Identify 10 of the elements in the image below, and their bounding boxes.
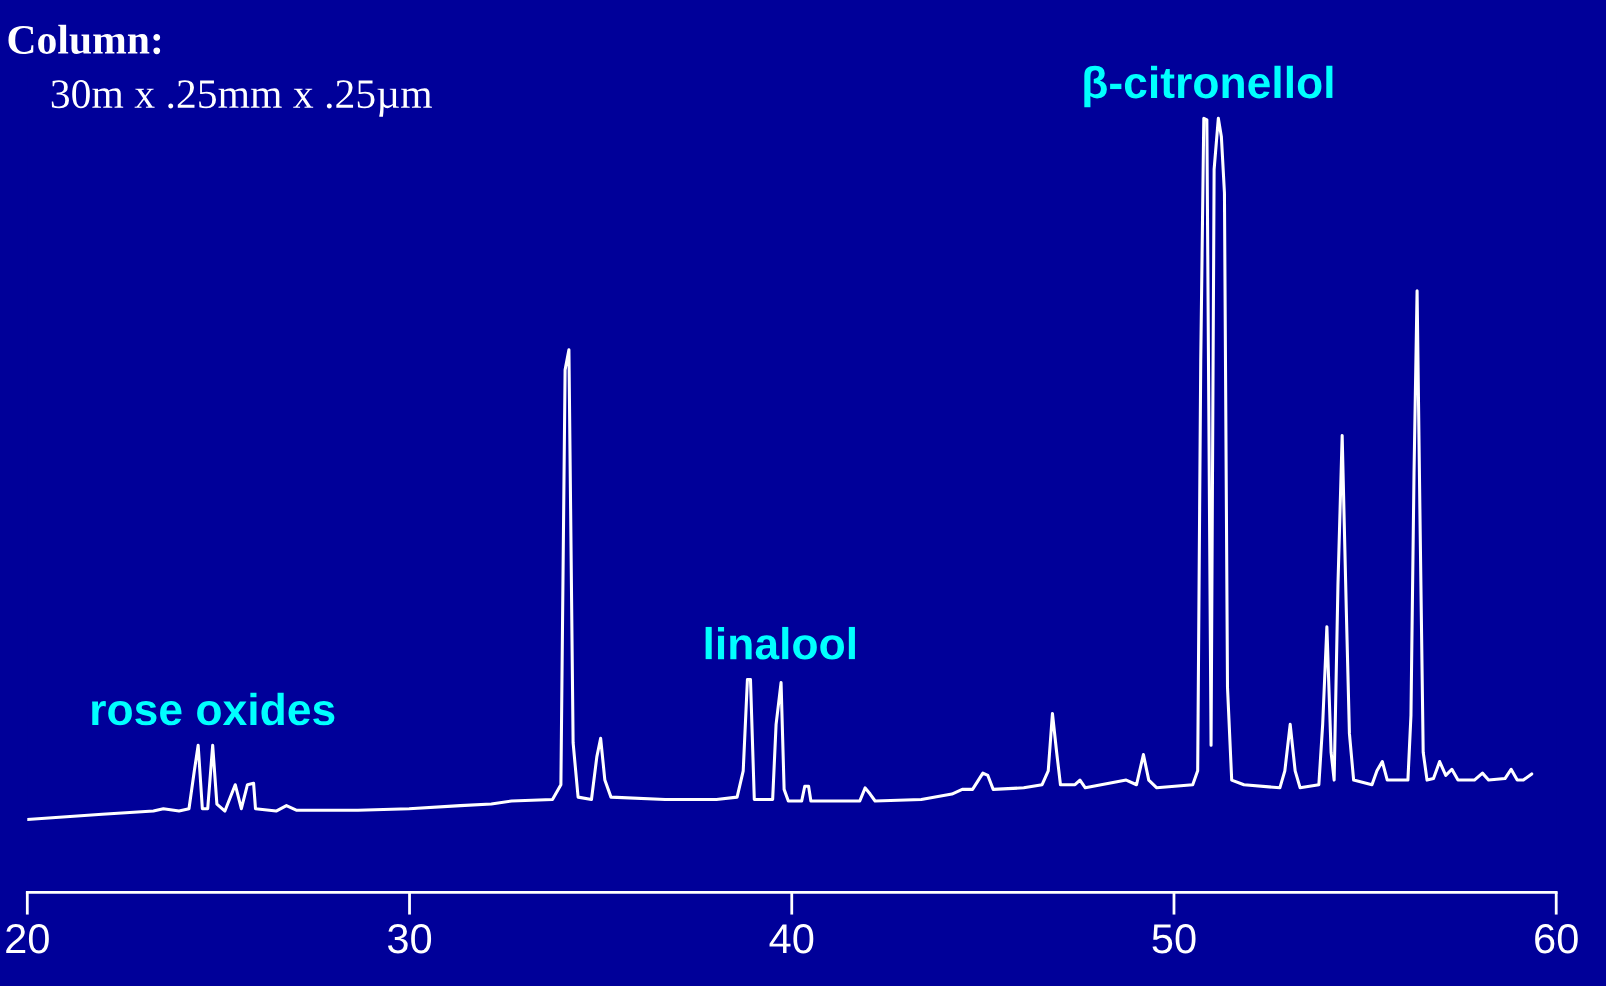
chart-subtitle: 30m x .25mm x .25µm: [51, 80, 432, 117]
x-tick-label: 60: [1535, 923, 1578, 954]
chart-title: Column:: [8, 24, 161, 55]
annotation: β-citronellol: [1084, 65, 1333, 108]
x-tick-label: 50: [1152, 923, 1196, 954]
x-tick-label: 30: [387, 923, 432, 954]
annotation: rose oxides: [92, 692, 335, 726]
annotation: linalool: [705, 626, 855, 660]
x-tick-label: 20: [6, 923, 49, 954]
x-tick-label: 40: [769, 923, 814, 954]
